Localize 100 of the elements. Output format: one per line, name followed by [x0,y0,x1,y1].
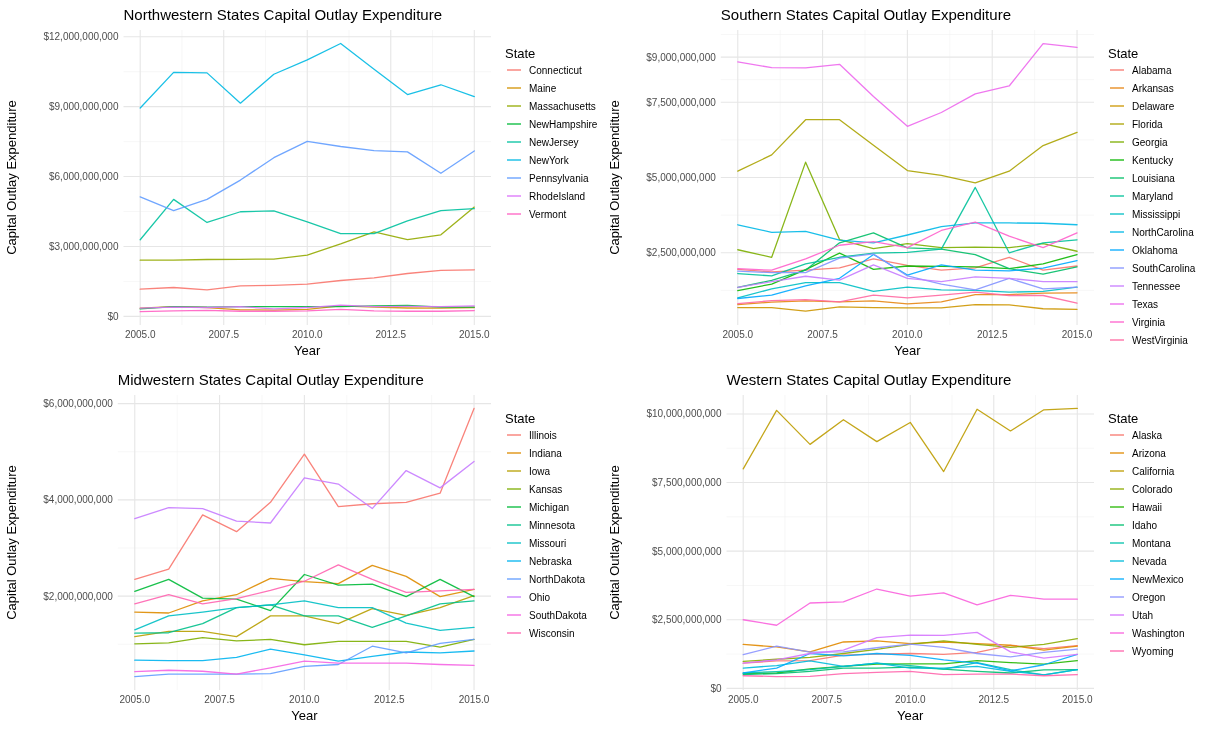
line-series [737,42,1078,127]
y-tick-label: $2,500,000,000 [646,247,717,259]
legend-label: NewMexico [1132,573,1185,585]
legend-title: State [505,411,536,426]
chart-title: Northwestern States Capital Outlay Expenditure [123,6,442,23]
legend-label: Oregon [1132,591,1166,603]
legend-label: Kentucky [1132,154,1174,166]
line-series [742,652,1078,674]
legend-label: NorthCarolina [1132,226,1195,238]
line-series [742,631,1078,664]
line-series [139,140,475,212]
x-tick-label: 2007.5 [811,694,843,705]
line-series [737,253,1078,300]
legend-label: Utah [1132,609,1154,621]
y-tick-label: $9,000,000,000 [48,101,119,113]
x-tick-label: 2010.0 [894,694,926,705]
legend-label: Vermont [529,208,567,220]
legend-label: RhodeIsland [529,190,586,202]
x-tick-label: 2015.0 [459,329,491,340]
y-axis-title: Capital Outlay Expenditure [4,465,19,620]
x-tick-label: 2007.5 [204,694,236,705]
line-series [737,161,1078,258]
legend-label: Tennessee [1132,280,1181,292]
legend-label: Nebraska [529,555,573,567]
line-series [134,564,475,605]
legend-label: Alaska [1132,429,1163,441]
legend-label: Iowa [529,465,551,477]
line-series [134,638,475,678]
legend-title: State [505,46,536,61]
legend-label: California [1132,465,1175,477]
line-series [737,256,1078,273]
line-series [139,198,475,241]
legend-title: State [1108,46,1139,61]
y-tick-label: $2,500,000,000 [651,614,722,626]
x-tick-label: 2007.5 [208,329,240,340]
legend-label: NewYork [529,154,570,166]
y-tick-label: $0 [710,682,722,694]
legend-label: NewJersey [529,136,579,148]
y-tick-label: $6,000,000,000 [43,398,114,410]
legend-label: Alabama [1132,64,1172,76]
legend-label: Ohio [529,591,551,603]
line-series [737,221,1078,271]
chart-title: Midwestern States Capital Outlay Expenditure [117,371,424,388]
y-tick-label: $4,000,000,000 [43,494,114,506]
x-tick-label: 2005.0 [124,329,156,340]
line-series [737,222,1078,244]
x-axis-title: Year [894,343,922,358]
y-axis-title: Capital Outlay Expenditure [607,465,622,620]
line-series [742,407,1078,473]
legend-label: Hawaii [1132,501,1163,513]
line-series [742,638,1078,663]
line-series [139,206,475,261]
y-tick-label: $10,000,000,000 [646,408,722,420]
line-series [134,460,475,524]
legend-label: NorthDakota [529,573,586,585]
legend-label: Wyoming [1132,645,1174,657]
y-tick-label: $12,000,000,000 [43,31,119,43]
legend-label: NewHampshire [529,118,598,130]
x-tick-label: 2010.0 [289,694,321,705]
x-tick-label: 2015.0 [1062,694,1094,705]
x-tick-label: 2015.0 [458,694,490,705]
x-tick-label: 2007.5 [807,329,839,340]
line-series [737,119,1078,184]
x-axis-title: Year [291,708,319,723]
line-series [134,660,475,675]
line-series [134,648,475,662]
legend-label: SouthDakota [529,609,588,621]
y-tick-label: $5,000,000,000 [646,172,717,183]
y-tick-label: $7,500,000,000 [646,96,717,108]
line-series [139,269,475,291]
legend-label: Pennsylvania [529,172,589,184]
legend-label: Maine [529,82,557,94]
legend-label: Kansas [529,483,563,495]
chart-title: Western States Capital Outlay Expenditure [726,371,1012,388]
legend-label: SouthCarolina [1132,262,1196,274]
y-tick-label: $5,000,000,000 [651,545,722,557]
x-tick-label: 2005.0 [722,329,754,340]
legend-label: Maryland [1132,190,1174,202]
legend-label: Florida [1132,118,1163,130]
x-tick-label: 2005.0 [119,694,151,705]
legend-label: Mississippi [1132,208,1181,220]
line-series [139,42,475,109]
y-tick-label: $3,000,000,000 [48,240,119,252]
x-tick-label: 2005.0 [727,694,759,705]
line-series [742,640,1078,653]
y-tick-label: $2,000,000,000 [43,590,114,602]
y-tick-label: $7,500,000,000 [651,477,722,489]
legend-label: Texas [1132,298,1159,310]
legend-label: Idaho [1132,519,1158,531]
y-tick-label: $9,000,000,000 [646,51,717,63]
y-axis-title: Capital Outlay Expenditure [4,100,19,255]
legend-label: Nevada [1132,555,1167,567]
legend-label: Massachusetts [529,100,596,112]
line-series [134,636,475,648]
legend-label: Wisconsin [529,627,575,639]
x-tick-label: 2015.0 [1061,329,1093,340]
line-series [742,588,1078,626]
line-series [134,407,475,580]
legend-label: Indiana [529,447,563,459]
line-series [134,564,475,614]
